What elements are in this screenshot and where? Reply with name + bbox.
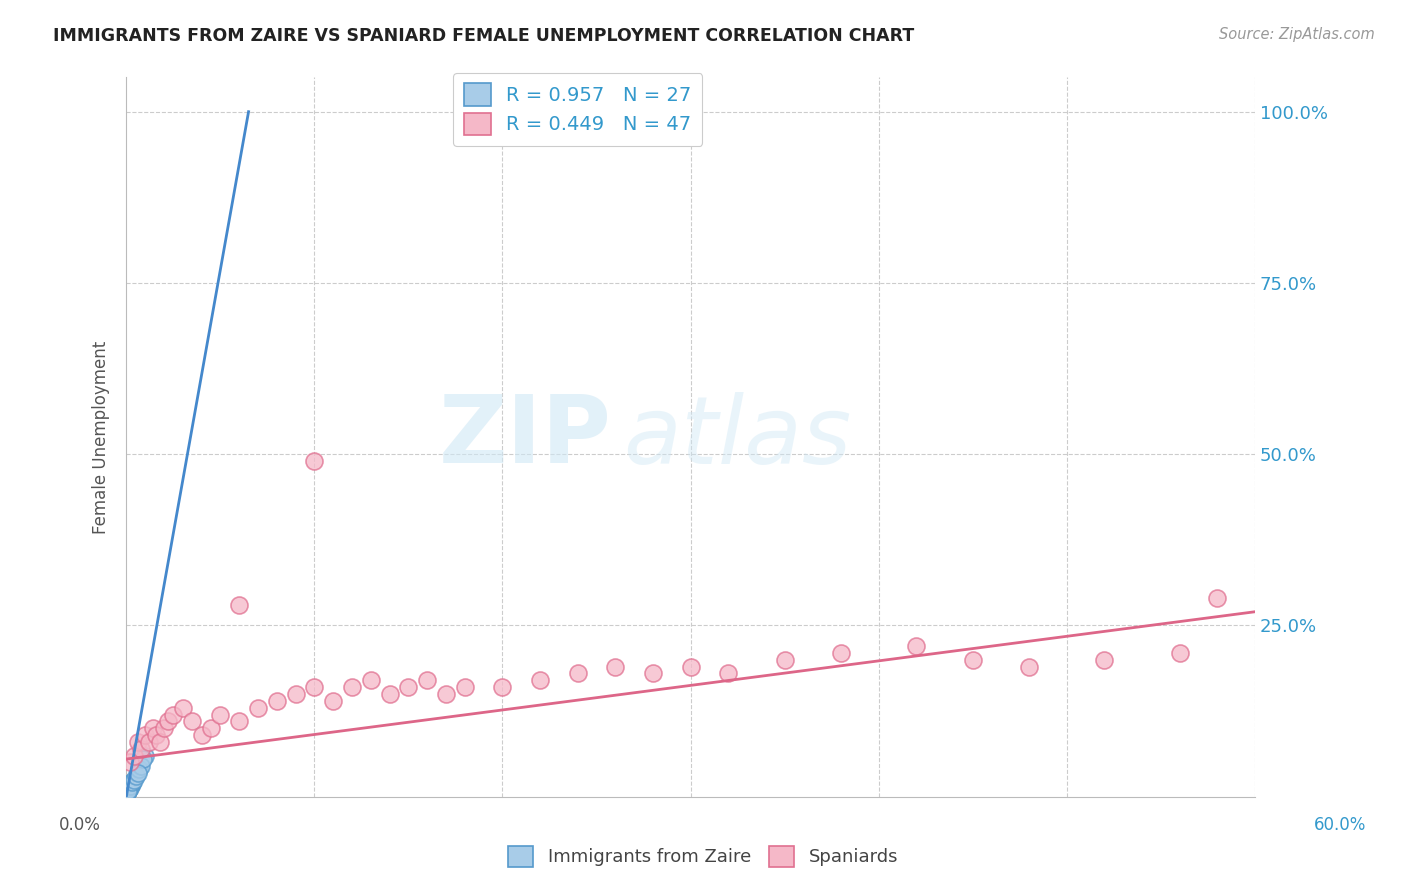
Point	[117, 783, 139, 797]
Point	[120, 780, 142, 794]
Point	[340, 680, 363, 694]
Text: Source: ZipAtlas.com: Source: ZipAtlas.com	[1219, 27, 1375, 42]
Point	[266, 694, 288, 708]
Y-axis label: Female Unemployment: Female Unemployment	[93, 341, 110, 533]
Point	[491, 680, 513, 694]
Point	[117, 783, 139, 797]
Point	[131, 741, 153, 756]
Point	[378, 687, 401, 701]
Point	[284, 687, 307, 701]
Point	[132, 752, 155, 766]
Point	[120, 777, 142, 791]
Point	[145, 728, 167, 742]
Point	[416, 673, 439, 688]
Point	[120, 756, 142, 770]
Point	[117, 783, 139, 797]
Point	[1018, 659, 1040, 673]
Point	[153, 721, 176, 735]
Point	[131, 759, 153, 773]
Point	[117, 781, 139, 796]
Point	[120, 779, 142, 793]
Point	[679, 659, 702, 673]
Point	[117, 783, 139, 797]
Point	[322, 694, 344, 708]
Point	[138, 735, 160, 749]
Point	[209, 707, 232, 722]
Legend: Immigrants from Zaire, Spaniards: Immigrants from Zaire, Spaniards	[501, 838, 905, 874]
Point	[567, 666, 589, 681]
Text: ZIP: ZIP	[439, 391, 612, 483]
Point	[304, 680, 326, 694]
Text: atlas: atlas	[623, 392, 851, 483]
Point	[120, 780, 142, 795]
Point	[121, 777, 143, 791]
Point	[127, 765, 149, 780]
Point	[190, 728, 212, 742]
Point	[127, 735, 149, 749]
Text: 60.0%: 60.0%	[1313, 816, 1367, 834]
Point	[125, 769, 148, 783]
Point	[117, 784, 139, 798]
Point	[134, 748, 156, 763]
Point	[121, 774, 143, 789]
Point	[228, 714, 250, 729]
Point	[120, 779, 142, 793]
Point	[117, 783, 139, 797]
Text: 0.0%: 0.0%	[59, 816, 101, 834]
Point	[360, 673, 382, 688]
Point	[121, 775, 143, 789]
Text: IMMIGRANTS FROM ZAIRE VS SPANIARD FEMALE UNEMPLOYMENT CORRELATION CHART: IMMIGRANTS FROM ZAIRE VS SPANIARD FEMALE…	[53, 27, 915, 45]
Point	[149, 735, 172, 749]
Point	[122, 748, 145, 763]
Legend: R = 0.957   N = 27, R = 0.449   N = 47: R = 0.957 N = 27, R = 0.449 N = 47	[453, 73, 703, 146]
Point	[162, 707, 184, 722]
Point	[134, 728, 156, 742]
Point	[120, 780, 142, 794]
Point	[1092, 653, 1115, 667]
Point	[117, 782, 139, 797]
Point	[181, 714, 204, 729]
Point	[246, 700, 269, 714]
Point	[304, 454, 326, 468]
Point	[120, 780, 142, 794]
Point	[122, 772, 145, 787]
Point	[121, 776, 143, 790]
Point	[117, 784, 139, 798]
Point	[200, 721, 222, 735]
Point	[605, 659, 627, 673]
Point	[773, 653, 796, 667]
Point	[142, 721, 165, 735]
Point	[529, 673, 551, 688]
Point	[641, 666, 664, 681]
Point	[1168, 646, 1191, 660]
Point	[962, 653, 984, 667]
Point	[1206, 591, 1229, 605]
Point	[905, 639, 928, 653]
Point	[434, 687, 457, 701]
Point	[830, 646, 852, 660]
Point	[128, 762, 150, 776]
Point	[454, 680, 477, 694]
Point	[717, 666, 740, 681]
Point	[156, 714, 179, 729]
Point	[172, 700, 194, 714]
Point	[228, 598, 250, 612]
Point	[398, 680, 420, 694]
